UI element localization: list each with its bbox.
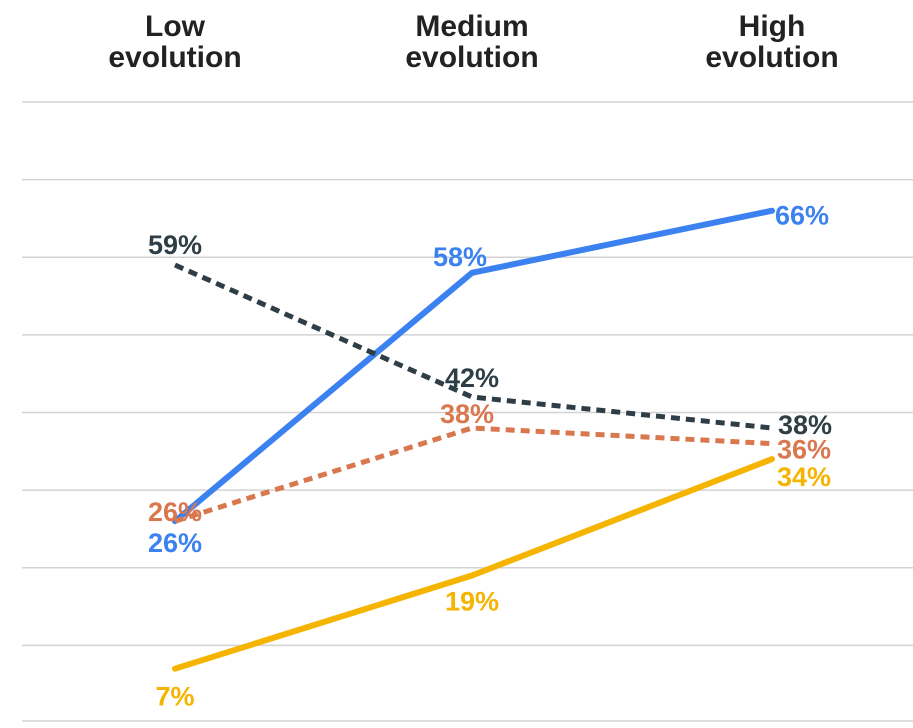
value-label: 26% (148, 528, 202, 558)
category-label-line: Medium (415, 10, 528, 43)
category-label-line: Low (145, 10, 206, 43)
value-label: 34% (777, 462, 831, 492)
series-line (175, 428, 772, 521)
category-label-line: evolution (705, 41, 838, 74)
value-label: 19% (445, 587, 499, 617)
category-label-line: High (739, 10, 806, 43)
value-label: 26% (148, 497, 202, 527)
value-label: 66% (775, 201, 829, 231)
value-label: 7% (155, 682, 194, 712)
value-label: 36% (777, 435, 831, 465)
category-label-line: evolution (108, 41, 241, 74)
value-label: 59% (148, 230, 202, 260)
value-label: 38% (440, 399, 494, 429)
value-label: 42% (445, 363, 499, 393)
category-label-line: evolution (405, 41, 538, 74)
value-label: 58% (433, 242, 487, 272)
